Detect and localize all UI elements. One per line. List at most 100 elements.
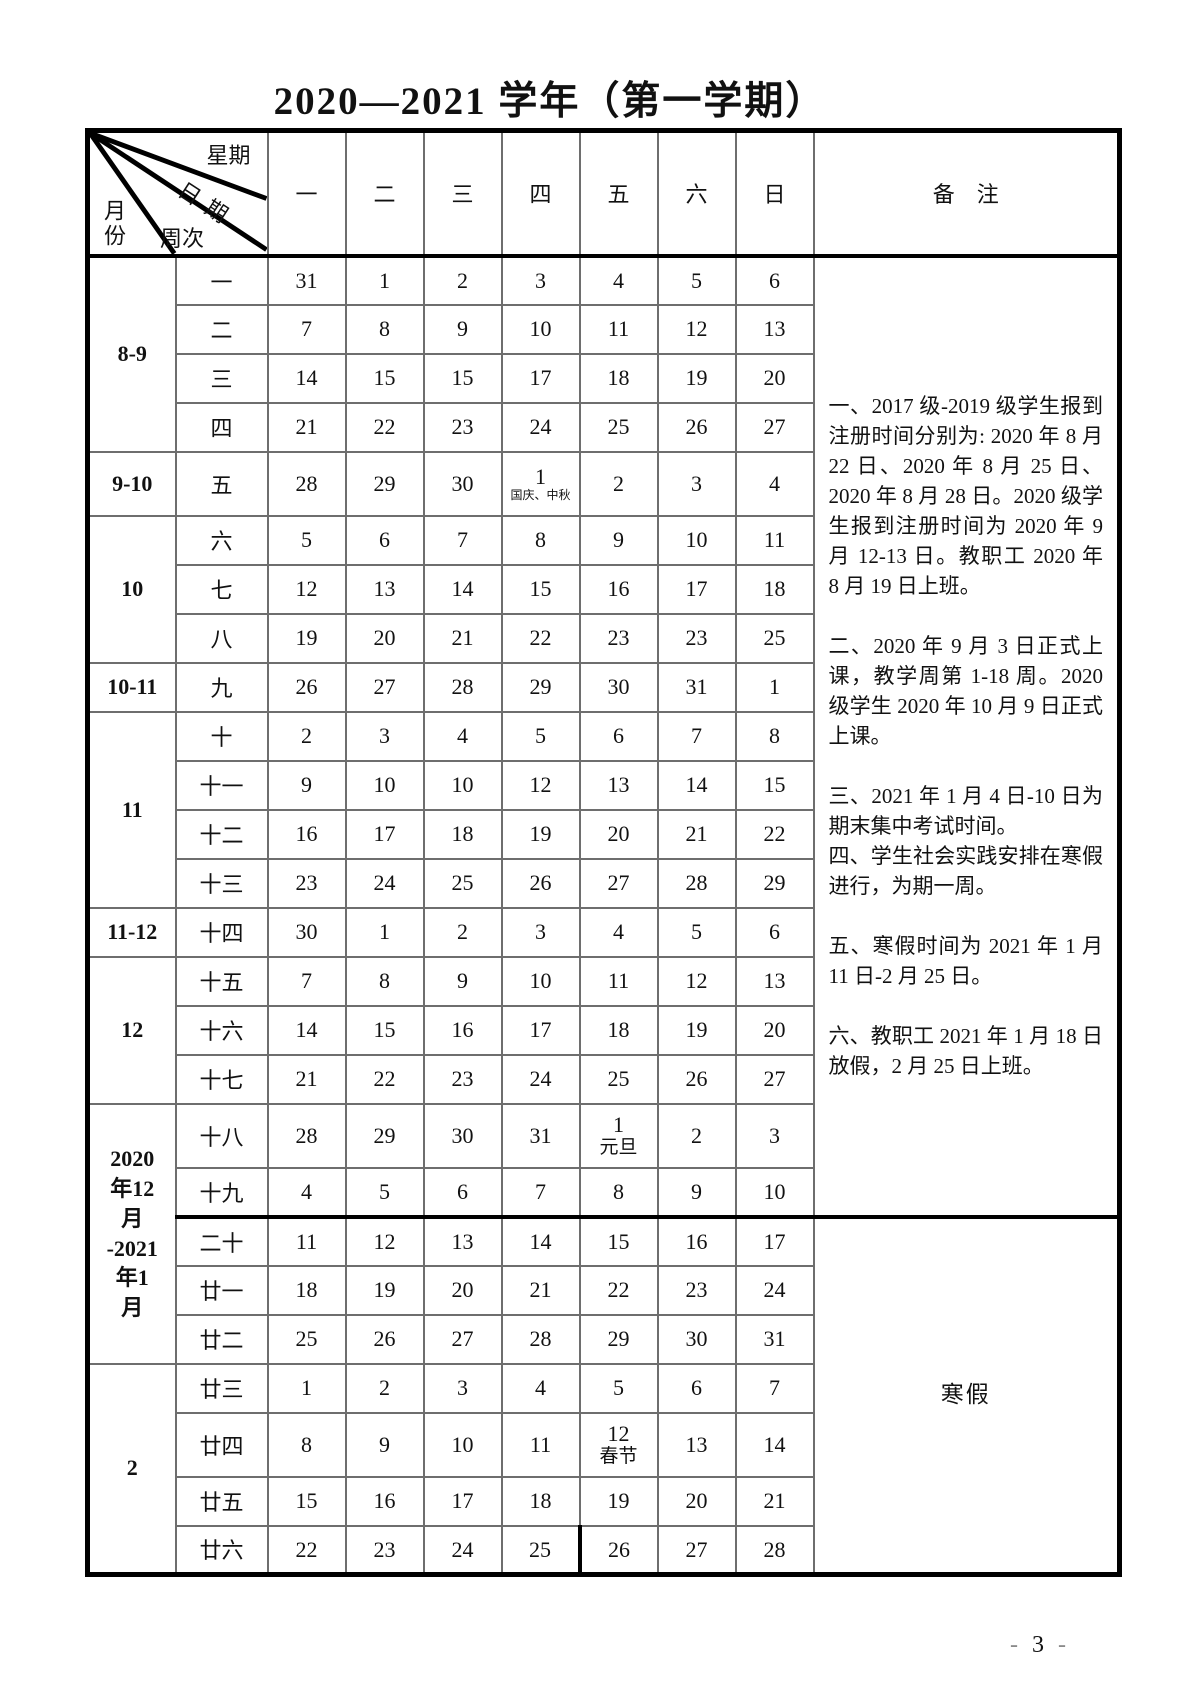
table-row: 廿一 18 19 20 21 22 23 24	[88, 1264, 1120, 1316]
day-cell: 23	[422, 1053, 503, 1105]
week-number-cell: 十	[174, 710, 269, 762]
day-cell: 27	[734, 401, 815, 453]
week-number-cell: 五	[174, 450, 269, 517]
day-cell: 13	[656, 1411, 737, 1478]
day-cell: 6	[422, 1166, 503, 1218]
day-cell: 7	[656, 710, 737, 762]
day-cell: 9	[422, 955, 503, 1007]
day-cell: 13	[734, 303, 815, 355]
day-cell: 26	[577, 1524, 659, 1576]
day-cell: 6	[656, 1362, 737, 1414]
day-cell: 1	[344, 906, 425, 958]
day-cell: 13	[422, 1214, 503, 1267]
diagonal-lines	[90, 133, 266, 252]
day-header-sat: 六	[656, 129, 737, 258]
table-row: 2020 年12 月 -2021 年1 月十八 28 29 30 31 1 元旦 2 3	[86, 1102, 1120, 1365]
week-number-cell: 二	[174, 303, 269, 355]
note-paragraph: 一、2017 级-2019 级学生报到注册时间分别为: 2020 年 8 月 2…	[828, 394, 1104, 598]
remarks-header: 备 注	[812, 129, 1121, 258]
day-cell: 10	[422, 759, 503, 811]
table-row: 七 12 13 14 15 16 17 18	[88, 563, 1120, 615]
table-row: 12 十五 7 8 9 10 11 12 13	[86, 955, 1120, 1105]
day-cell: 4	[266, 1166, 347, 1218]
day-cell: 17	[734, 1214, 815, 1267]
day-cell: 21	[266, 401, 347, 453]
week-number-cell: 廿五	[174, 1475, 269, 1527]
day-cell: 15	[578, 1214, 659, 1267]
day-cell: 13	[578, 759, 659, 811]
day-cell: 4	[578, 906, 659, 958]
week-number-cell: 十二	[174, 808, 269, 860]
day-cell: 27	[578, 857, 659, 909]
day-cell: 3	[656, 450, 737, 517]
day-cell: 6	[734, 254, 815, 306]
table-row: 廿六 22 23 24 25 26 27 28	[88, 1524, 1120, 1576]
table-row: 10-11 九 26 27 28 29 30 31 1	[86, 661, 1120, 713]
day-cell: 26	[266, 661, 347, 713]
day-cell: 17	[500, 352, 581, 404]
day-cell: 21	[266, 1053, 347, 1105]
table-row: 廿四 8 9 10 11 12 春节 13 14	[88, 1411, 1120, 1478]
day-cell: 4	[422, 710, 503, 762]
day-cell: 10	[344, 759, 425, 811]
month-cell: 9-10	[86, 450, 177, 517]
week-number-cell: 九	[174, 661, 269, 713]
day-cell: 11	[578, 955, 659, 1007]
day-cell: 5	[344, 1166, 425, 1218]
corner-cell: 星期 日期 月份 周次	[86, 129, 269, 258]
day-cell: 16	[422, 1004, 503, 1056]
week-number-cell: 十三	[174, 857, 269, 909]
day-cell: 11	[734, 514, 815, 566]
day-cell: 14	[266, 1004, 347, 1056]
day-cell: 15	[734, 759, 815, 811]
day-cell: 28	[422, 661, 503, 713]
day-cell: 22	[578, 1264, 659, 1316]
table-row: 8-9 一 31 1 2 3 4 5 6 一、2017 级-2019 级学生报到注册时间分别为: …	[86, 254, 1121, 1218]
day-cell: 15	[500, 563, 581, 615]
day-cell: 10	[422, 1411, 503, 1478]
day-header-fri: 五	[578, 129, 659, 258]
table-row: 十一 9 10 10 12 13 14 15	[88, 759, 1120, 811]
day-cell: 7	[734, 1362, 815, 1414]
day-cell: 8	[578, 1166, 659, 1218]
week-number-cell: 十七	[174, 1053, 269, 1105]
day-cell: 21	[500, 1264, 581, 1316]
day-cell: 26	[344, 1313, 425, 1365]
day-cell: 11	[578, 303, 659, 355]
day-cell: 4	[500, 1362, 581, 1414]
day-cell: 24	[500, 401, 581, 453]
day-cell: 16	[578, 563, 659, 615]
day-cell: 11	[266, 1214, 347, 1267]
day-cell: 20	[578, 808, 659, 860]
day-cell: 7	[266, 303, 347, 355]
day-cell: 24	[422, 1524, 503, 1576]
month-label-line: 年12	[110, 1176, 155, 1202]
note-paragraph: 二、2020 年 9 月 3 日正式上课，教学周第 1-18 周。2020 级学…	[828, 634, 1104, 748]
day-cell: 27	[422, 1313, 503, 1365]
day-cell: 7	[500, 1166, 581, 1218]
day-cell: 28	[500, 1313, 581, 1365]
month-label-line: 月	[121, 1205, 144, 1231]
table-row: 三 14 15 15 17 18 19 20	[88, 352, 1120, 404]
month-cell: 11	[86, 710, 177, 909]
day-cell: 12	[500, 759, 581, 811]
vacation-cell: 寒假	[812, 1214, 1121, 1576]
week-number-cell: 十四	[174, 906, 269, 958]
day-cell: 10	[656, 514, 737, 566]
week-number-cell: 十九	[174, 1166, 269, 1218]
corner-label-month: 月份	[101, 199, 126, 249]
day-cell: 12 春节	[578, 1411, 659, 1478]
table-row: 四 21 22 23 24 25 26 27	[88, 401, 1120, 453]
day-cell: 2	[578, 450, 659, 517]
day-cell: 25	[578, 1053, 659, 1105]
day-cell: 19	[344, 1264, 425, 1316]
day-cell: 29	[344, 1102, 425, 1169]
day-cell: 23	[656, 612, 737, 664]
day-cell: 9	[422, 303, 503, 355]
day-cell: 22	[266, 1524, 347, 1576]
day-cell: 14	[656, 759, 737, 811]
day-cell: 30	[578, 661, 659, 713]
week-number-cell: 八	[174, 612, 269, 664]
day-header-mon: 一	[266, 129, 347, 258]
table-row: 11-12 十四 30 1 2 3 4 5 6	[86, 906, 1120, 958]
